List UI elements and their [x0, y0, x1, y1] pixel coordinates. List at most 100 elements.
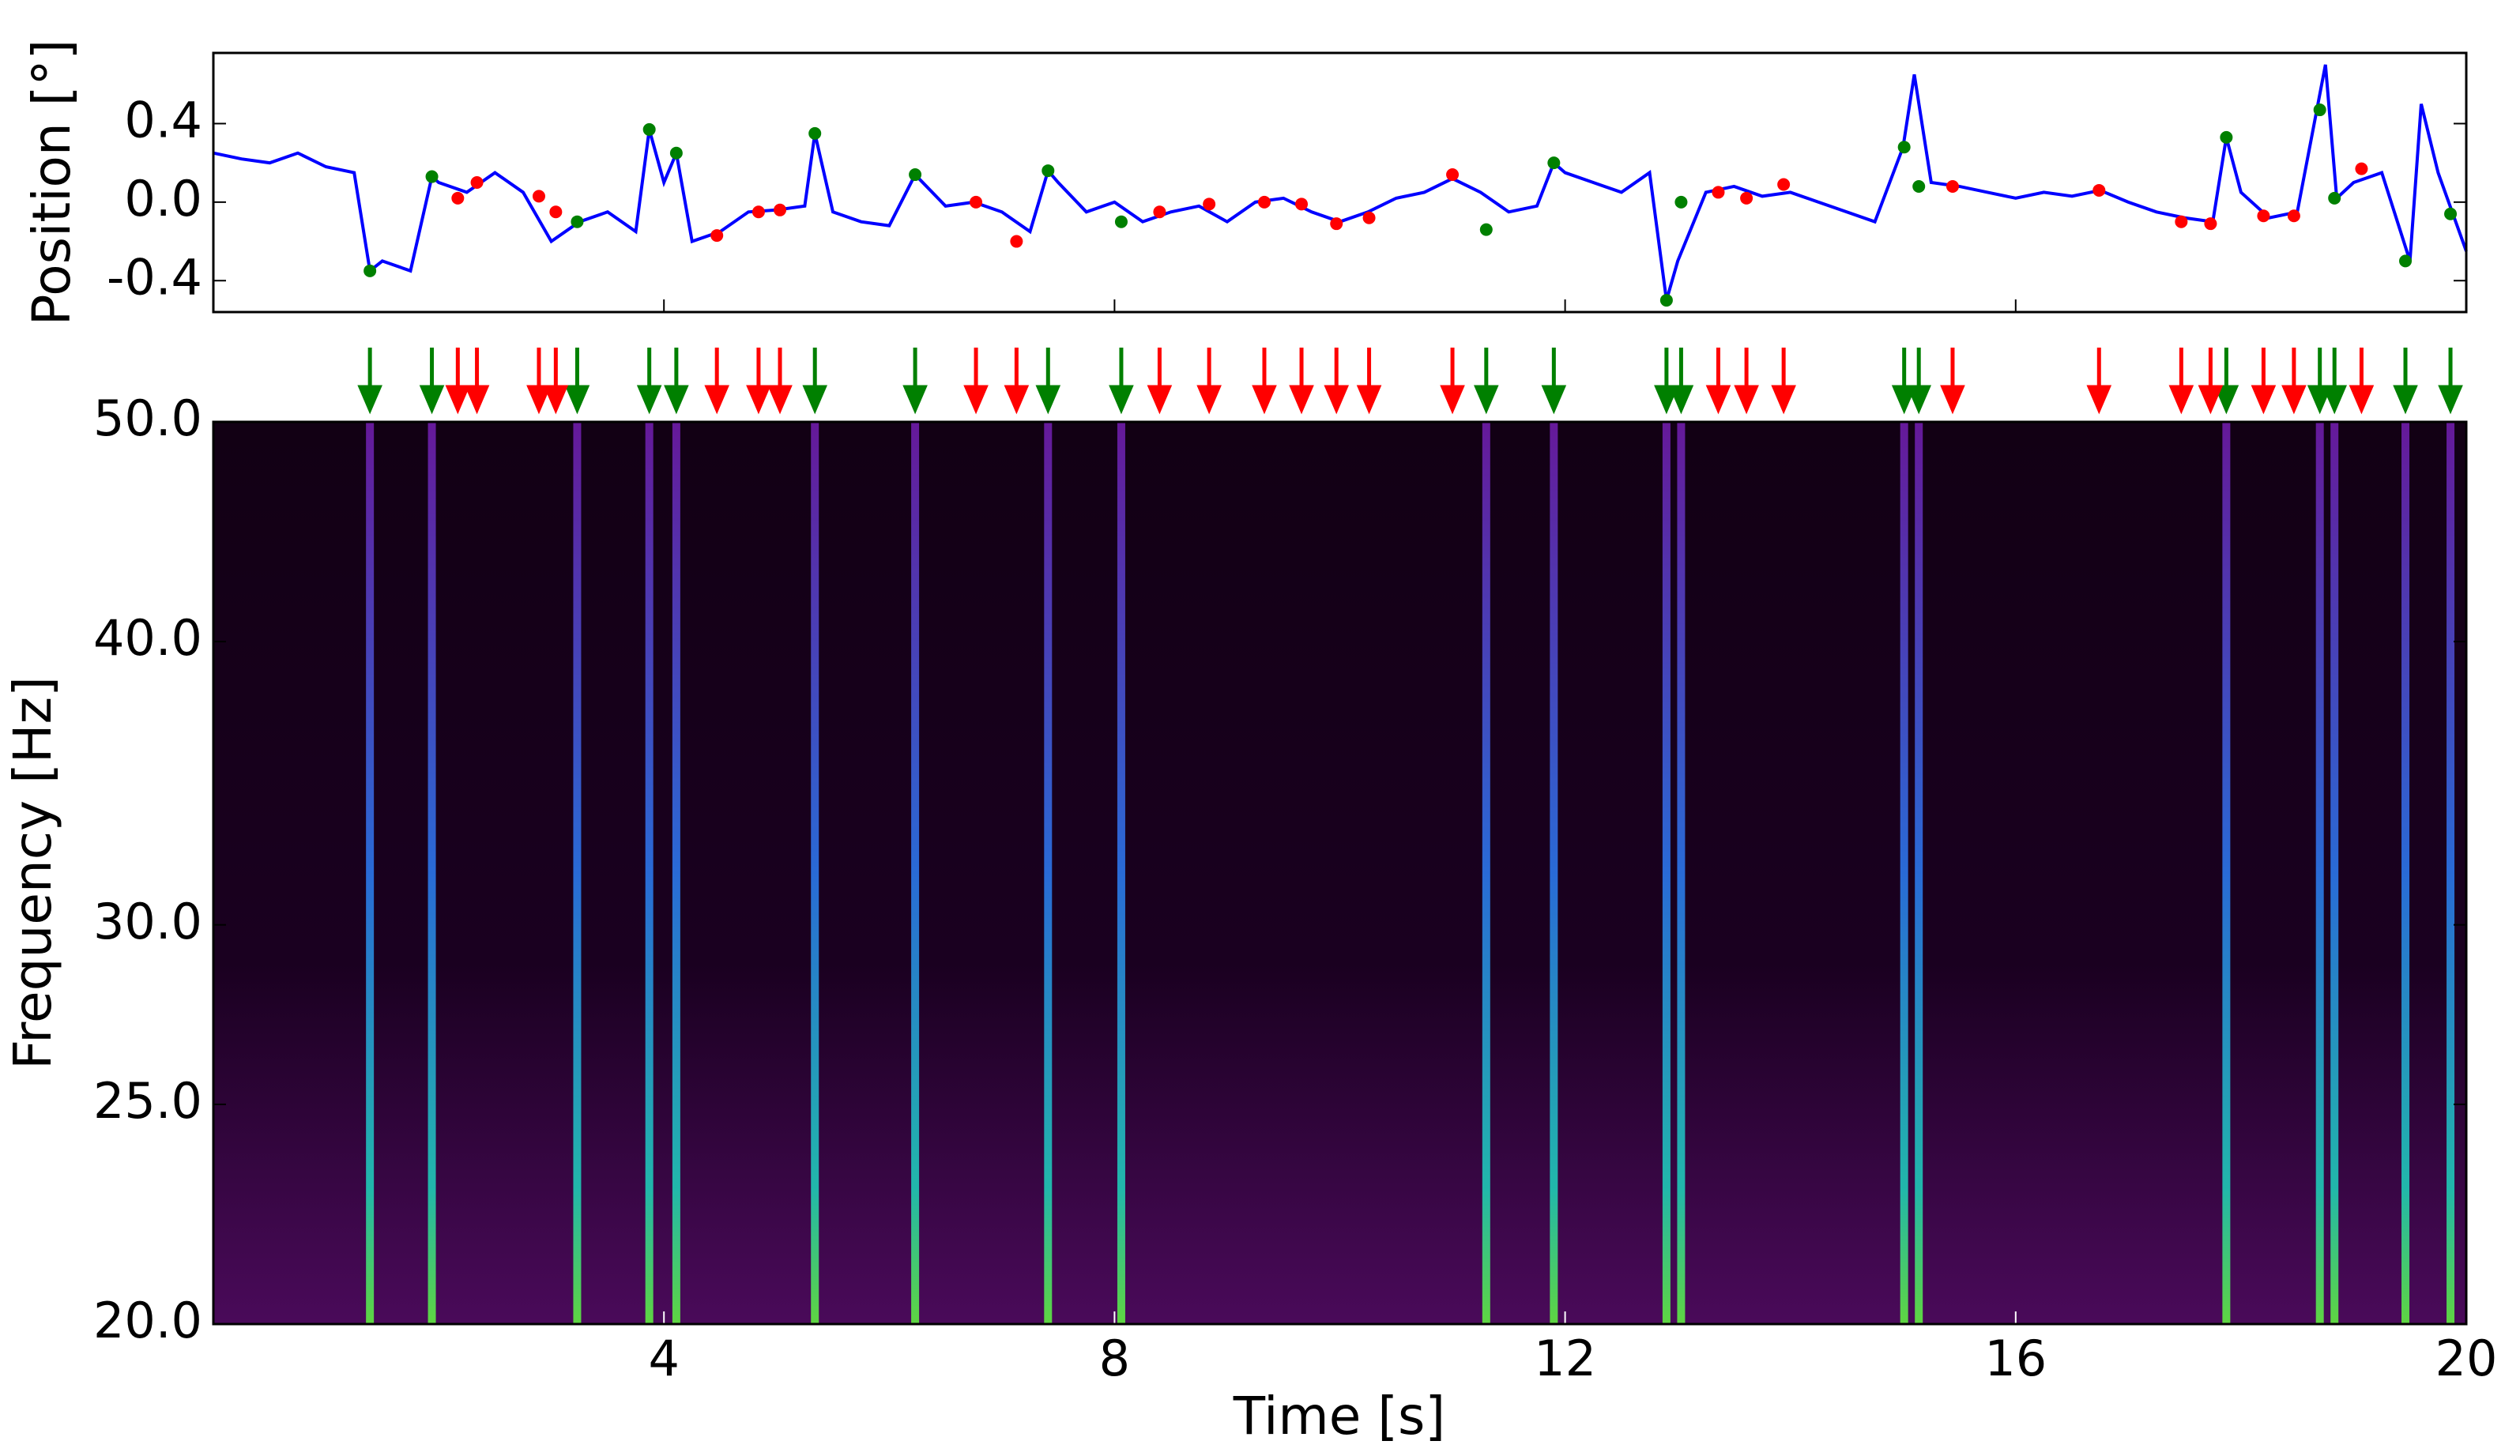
event-dot — [2313, 103, 2326, 117]
event-dot — [2175, 215, 2188, 228]
event-dot — [571, 215, 584, 228]
event-arrow — [2086, 348, 2112, 415]
event-dot — [451, 191, 465, 205]
power-band — [1915, 422, 1923, 1324]
event-dot — [1897, 141, 1911, 154]
event-arrow — [2281, 348, 2307, 415]
event-dot — [2092, 183, 2106, 197]
event-dot — [470, 176, 484, 189]
power-band — [1482, 422, 1490, 1324]
event-dot — [1010, 235, 1023, 248]
event-arrow — [2393, 348, 2418, 415]
event-arrow — [1940, 348, 1965, 415]
event-arrow — [543, 348, 569, 415]
x-axis-label: Time [s] — [1233, 1386, 1445, 1447]
y-tick-label: 40.0 — [93, 609, 202, 667]
event-arrow — [2213, 348, 2239, 415]
power-band — [1044, 422, 1053, 1324]
x-tick-label: 4 — [648, 1330, 679, 1387]
power-band — [1900, 422, 1908, 1324]
power-band — [2222, 422, 2231, 1324]
event-arrow — [1252, 348, 1277, 415]
event-dot — [1203, 198, 1216, 211]
event-dot — [710, 229, 724, 243]
event-dot — [1153, 205, 1166, 219]
event-arrow — [357, 348, 382, 415]
x-tick-label: 12 — [1534, 1330, 1596, 1387]
event-arrow — [1289, 348, 1314, 415]
event-arrow — [1705, 348, 1731, 415]
y-tick-label: 50.0 — [93, 389, 202, 447]
event-arrow — [419, 348, 445, 415]
event-arrow — [1891, 348, 1917, 415]
power-band — [1550, 422, 1558, 1324]
event-dot — [2287, 209, 2300, 223]
event-arrow — [664, 348, 689, 415]
event-dot — [751, 205, 765, 219]
event-arrow — [1474, 348, 1499, 415]
event-dot — [808, 126, 822, 140]
event-dot — [2204, 217, 2217, 231]
event-dot — [532, 190, 545, 203]
y-tick-label: 30.0 — [93, 893, 202, 950]
event-dot — [2328, 191, 2341, 205]
event-arrow — [2198, 348, 2224, 415]
power-band — [2401, 422, 2410, 1324]
power-band — [2330, 422, 2339, 1324]
event-arrow — [1356, 348, 1382, 415]
event-arrow — [1668, 348, 1694, 415]
y-tick-label: 20.0 — [93, 1292, 202, 1349]
event-dot — [909, 168, 922, 182]
event-arrow — [1541, 348, 1567, 415]
event-dot — [1674, 195, 1688, 209]
event-arrow — [963, 348, 989, 415]
event-dot — [970, 195, 983, 209]
event-arrow — [636, 348, 662, 415]
power-band — [2315, 422, 2324, 1324]
event-arrow — [746, 348, 771, 415]
event-arrow — [464, 348, 490, 415]
event-dot — [1659, 294, 1673, 307]
event-dot — [1479, 223, 1493, 236]
power-band — [911, 422, 920, 1324]
x-tick-label: 16 — [1984, 1330, 2047, 1387]
power-band — [2447, 422, 2455, 1324]
y-axis-label: Position [°] — [21, 40, 82, 325]
power-band — [672, 422, 680, 1324]
event-dot — [774, 203, 787, 216]
spectrogram-panel: 20.0 25.0 30.0 40.0 50.0 4 8 12 16 20 — [93, 389, 2498, 1387]
event-dot — [1330, 217, 1343, 231]
event-arrow — [1035, 348, 1061, 415]
x-tick-label: 8 — [1099, 1330, 1130, 1387]
event-arrow — [704, 348, 729, 415]
event-dot — [425, 170, 439, 183]
event-dot — [1777, 178, 1791, 191]
event-arrow — [2349, 348, 2375, 415]
event-dot — [1712, 186, 1725, 199]
event-dot — [2399, 254, 2413, 268]
event-arrow — [2168, 348, 2194, 415]
power-band — [645, 422, 654, 1324]
event-arrow — [1004, 348, 1030, 415]
event-dot — [1446, 168, 1460, 182]
event-arrow — [1771, 348, 1796, 415]
axes-frame — [212, 420, 2468, 1326]
y-tick-label: 0.4 — [124, 92, 202, 149]
event-dot — [1295, 198, 1309, 211]
axes-frame — [212, 51, 2468, 314]
event-dot — [1042, 164, 1055, 178]
x-tick-label: 20 — [2435, 1330, 2498, 1387]
power-band — [1677, 422, 1686, 1324]
event-arrow — [1196, 348, 1222, 415]
event-dot — [1114, 215, 1128, 228]
event-dot — [1547, 156, 1561, 170]
power-band — [1117, 422, 1125, 1324]
spectrogram-background — [213, 422, 2466, 1324]
event-arrow — [2438, 348, 2463, 415]
event-dot — [1740, 191, 1753, 205]
event-arrow — [767, 348, 793, 415]
event-dot — [1257, 195, 1271, 209]
y-tick-label: 0.0 — [124, 170, 202, 228]
y-tick-label: -0.4 — [107, 248, 202, 306]
